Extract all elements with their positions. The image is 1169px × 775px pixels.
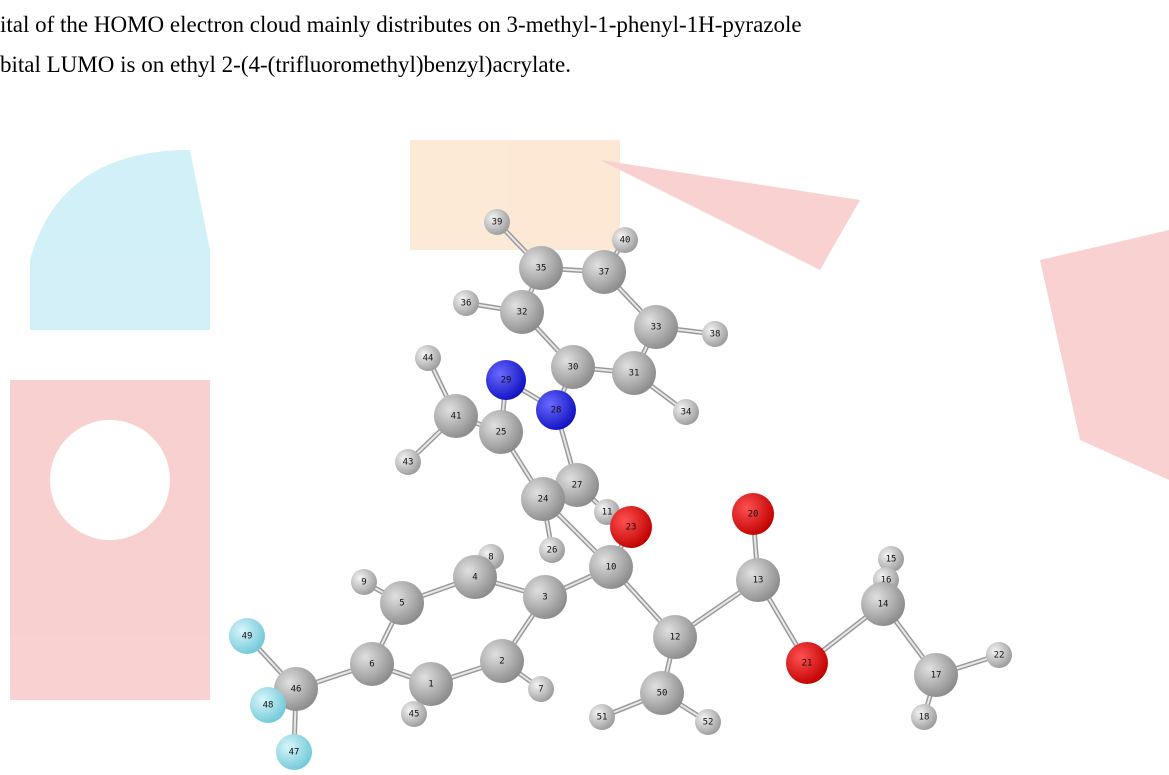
atom-label: 50 bbox=[657, 689, 668, 699]
atom-label: 28 bbox=[551, 406, 562, 416]
atom-label: 5 bbox=[399, 599, 404, 609]
figure: 3940353736323338303129284441253443272411… bbox=[0, 0, 1169, 775]
atom-label: 10 bbox=[606, 563, 617, 573]
atom-label: 22 bbox=[994, 651, 1005, 661]
atom-label: 9 bbox=[361, 578, 366, 588]
atom-label: 7 bbox=[538, 685, 543, 695]
atom-label: 32 bbox=[517, 308, 528, 318]
atom-label: 52 bbox=[703, 718, 714, 728]
atom-label: 35 bbox=[536, 264, 547, 274]
atom-label: 36 bbox=[461, 299, 472, 309]
atom-label: 33 bbox=[651, 323, 662, 333]
text-line: bital LUMO is on ethyl 2-(4-(trifluorome… bbox=[0, 52, 571, 78]
atom-label: 11 bbox=[602, 508, 613, 518]
atom-label: 15 bbox=[886, 555, 897, 565]
page: 3940353736323338303129284441253443272411… bbox=[0, 0, 1169, 775]
atom-label: 51 bbox=[597, 713, 608, 723]
atom-label: 45 bbox=[409, 710, 420, 720]
atom-label: 41 bbox=[451, 412, 462, 422]
atom-label: 34 bbox=[681, 408, 692, 418]
atom-label: 1 bbox=[428, 680, 433, 690]
atom-label: 14 bbox=[878, 600, 889, 610]
atom-label: 26 bbox=[547, 546, 558, 556]
atom-label: 3 bbox=[542, 593, 547, 603]
atom-label: 20 bbox=[748, 510, 759, 520]
atom-label: 47 bbox=[289, 748, 300, 758]
atom-label: 31 bbox=[629, 369, 640, 379]
atom-label: 13 bbox=[753, 576, 764, 586]
atom-label: 4 bbox=[472, 573, 477, 583]
atom-label: 2 bbox=[499, 657, 504, 667]
atom-label: 12 bbox=[670, 633, 681, 643]
atom-label: 27 bbox=[572, 481, 583, 491]
atom-label: 23 bbox=[626, 523, 637, 533]
atom-label: 21 bbox=[802, 659, 813, 669]
atom-label: 38 bbox=[710, 330, 721, 340]
atom-label: 43 bbox=[403, 458, 414, 468]
text-line: ital of the HOMO electron cloud mainly d… bbox=[0, 12, 802, 38]
atom-label: 40 bbox=[620, 236, 631, 246]
atom-label: 6 bbox=[369, 660, 374, 670]
atom-label: 46 bbox=[291, 685, 302, 695]
atom-label: 30 bbox=[568, 363, 579, 373]
atom-label: 17 bbox=[931, 671, 942, 681]
atom-label: 37 bbox=[599, 268, 610, 278]
watermark bbox=[10, 140, 1169, 700]
atom-label: 18 bbox=[919, 713, 930, 723]
atom-label: 24 bbox=[538, 495, 549, 505]
atom-label: 44 bbox=[423, 354, 434, 364]
atom-label: 49 bbox=[242, 632, 253, 642]
atom-label: 29 bbox=[501, 376, 512, 386]
atom-label: 48 bbox=[263, 701, 274, 711]
atom-label: 39 bbox=[492, 218, 503, 228]
atom-label: 25 bbox=[496, 428, 507, 438]
